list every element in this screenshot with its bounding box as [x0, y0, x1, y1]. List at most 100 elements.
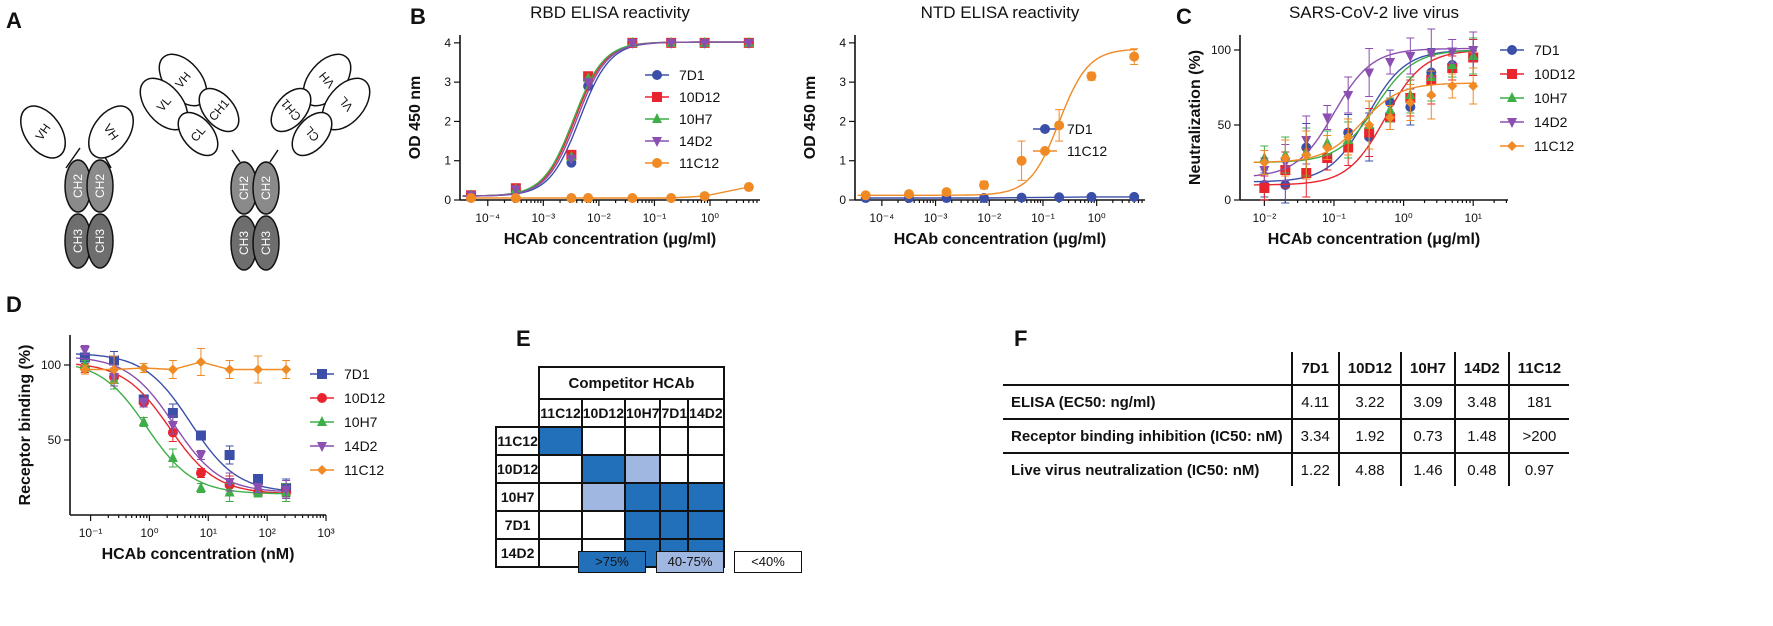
- hcab-vh-left: [20, 105, 66, 159]
- cell-value: 1.46: [1400, 453, 1455, 486]
- data-point-11C12: [941, 187, 952, 198]
- grid-row: 10H7: [494, 482, 725, 512]
- chart-title: NTD ELISA reactivity: [921, 3, 1080, 22]
- series-11C12: 11C12: [79, 348, 384, 478]
- data-point-11C12: [1405, 97, 1416, 108]
- data-point-11C12: [1129, 51, 1140, 62]
- grid-cell-low: [538, 482, 583, 512]
- legend-marker-7D1: [652, 70, 662, 80]
- data-point-7D1: [167, 408, 178, 418]
- legend-label-11C12: 11C12: [344, 462, 384, 478]
- data-point-11C12: [1468, 81, 1479, 91]
- igg-diagram: [139, 53, 371, 271]
- data-point-11C12: [1385, 112, 1396, 123]
- x-tick-label: 10²: [258, 526, 275, 540]
- x-tick-label: 10⁻⁴: [475, 211, 500, 225]
- legend-label-10D12: 10D12: [679, 89, 720, 105]
- panel-label-c: C: [1176, 4, 1192, 29]
- domain-label: CH3: [71, 229, 85, 253]
- legend-label-10H7: 10H7: [1534, 90, 1568, 106]
- y-tick-label: 3: [839, 75, 846, 89]
- grid-cell-low: [687, 426, 725, 456]
- cell-value: 0.73: [1400, 419, 1455, 454]
- cell-value: 3.48: [1453, 385, 1509, 420]
- legend-marker-11C12: [317, 465, 327, 475]
- cell-value: 0.48: [1453, 453, 1509, 486]
- hcab-ch2-right: [86, 159, 114, 213]
- grid-cell-low: [659, 426, 690, 456]
- panel-label-a: A: [6, 8, 22, 33]
- hcab-diagram: [20, 105, 134, 269]
- data-point-14D2: [627, 38, 638, 49]
- data-point-11C12: [743, 182, 754, 193]
- data-point-14D2: [1322, 113, 1333, 124]
- x-axis-label: HCAb concentration (nM): [102, 546, 295, 563]
- legend-label-11C12: 11C12: [1534, 138, 1574, 154]
- domain-label: CH3: [259, 231, 273, 255]
- fit-curve-11C12: [471, 186, 749, 199]
- legend-marker-10D12: [652, 92, 662, 102]
- legend-label-7D1: 7D1: [344, 366, 370, 382]
- series-14D2: 14D2: [462, 38, 754, 202]
- data-point-11C12: [699, 191, 710, 202]
- legend-marker-7D1: [1507, 45, 1517, 55]
- legend-marker-7D1: [317, 369, 327, 379]
- y-tick-label: 1: [444, 154, 451, 168]
- grid-cell-high: [659, 510, 690, 540]
- grid-cell-high: [687, 482, 725, 512]
- data-point-7D1: [253, 474, 264, 484]
- data-point-14D2: [1364, 68, 1375, 79]
- rbd-elisa-chart: RBD ELISA reactivity 10⁻⁴ 10⁻³ 10⁻² 10⁻¹ 10⁰ 0…: [407, 3, 760, 248]
- column-header: 14D2: [687, 398, 725, 428]
- grid-cell-low: [538, 454, 583, 484]
- data-point-11C12: [1343, 132, 1354, 142]
- legend-marker-7D1: [1040, 124, 1050, 134]
- series-7D1: 7D1: [860, 121, 1140, 204]
- legend-marker-14D2: [317, 442, 327, 452]
- row-label: ELISA (EC50: ng/ml): [1003, 385, 1292, 420]
- data-point-14D2: [1385, 58, 1396, 68]
- fit-curve-10H7: [1253, 49, 1477, 163]
- fit-curve-11C12: [1253, 82, 1477, 163]
- ntd-elisa-chart: NTD ELISA reactivity 10⁻⁴ 10⁻³ 10⁻² 10⁻¹ 10⁰ 0…: [802, 3, 1145, 248]
- data-point-11C12: [466, 193, 477, 204]
- data-point-7D1: [1129, 191, 1140, 202]
- y-axis-label: Receptor binding (%): [17, 345, 34, 506]
- column-header: 10D12: [1337, 352, 1402, 386]
- data-point-11C12: [1322, 142, 1333, 153]
- data-point-11C12: [224, 364, 235, 375]
- data-point-14D2: [743, 38, 754, 49]
- grid-cell-high: [624, 482, 662, 512]
- data-point-7D1: [1086, 191, 1097, 202]
- legend-label-7D1: 7D1: [1534, 42, 1560, 58]
- y-axis-label: Neutralization (%): [1187, 50, 1204, 185]
- hcab-ch3-right: [86, 213, 114, 269]
- data-point-14D2: [1405, 52, 1416, 62]
- x-tick-label: 10¹: [200, 526, 217, 540]
- competition-grid: Competitor HCAb 11C12 10D12 10H7 7D1 14D…: [494, 366, 725, 568]
- y-tick-label: 0: [1224, 193, 1231, 207]
- x-tick-label: 10⁻²: [1253, 211, 1277, 225]
- legend-marker-11C12: [1040, 146, 1050, 156]
- grid-cell-low: [624, 426, 662, 456]
- data-point-11C12: [566, 193, 577, 204]
- x-tick-label: 10⁻³: [924, 211, 948, 225]
- data-point-14D2: [138, 398, 149, 409]
- y-tick-label: 50: [1218, 118, 1232, 132]
- data-point-7D1: [979, 193, 990, 204]
- data-point-11C12: [167, 364, 178, 375]
- grid-cell-low: [580, 426, 627, 456]
- domain-label: CH3: [237, 231, 251, 255]
- legend-marker-14D2: [652, 137, 662, 147]
- domain-label: CH2: [237, 176, 251, 200]
- row-label: Receptor binding inhibition (IC50: nM): [1003, 419, 1292, 454]
- data-point-11C12: [1086, 71, 1097, 82]
- data-point-10H7: [167, 452, 178, 462]
- data-point-11C12: [1301, 150, 1312, 160]
- cell-value: 3.22: [1337, 385, 1402, 420]
- grid-cell-high: [580, 454, 627, 484]
- antibody-diagram: VH VH CH2 CH2 CH3 CH3 VH VL CH1 CL CH2 C…: [20, 53, 371, 271]
- summary-table: 7D1 10D12 10H7 14D2 11C12 ELISA (EC50: n…: [1003, 352, 1570, 486]
- cell-value: 0.97: [1507, 453, 1570, 486]
- column-header: 11C12: [538, 398, 583, 428]
